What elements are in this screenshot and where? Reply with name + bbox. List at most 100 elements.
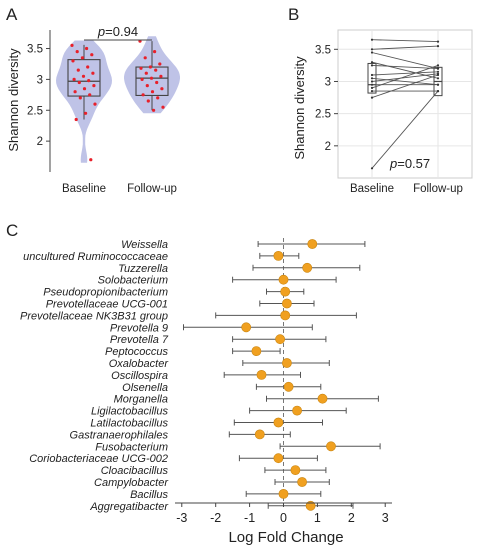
fold-change-point [275,334,285,345]
taxon-label: Coriobacteriaceae UCG-002 [29,453,168,465]
taxon-label: Ligilactobacillus [91,406,169,418]
paired-point-followup [436,73,440,77]
panel-b-plot-area [337,29,473,179]
data-point [158,62,162,66]
paired-line [371,45,439,50]
paired-point-baseline [370,51,374,54]
data-point [150,90,155,94]
x-tick-label: 1 [314,511,321,525]
data-point [71,59,75,63]
x-tick-label: -1 [244,511,255,525]
violin-follow-up [124,36,180,114]
paired-point-baseline [370,167,374,170]
panel-label-c: C [6,221,18,240]
forest-row: Prevotella 9 [110,322,313,334]
paired-point-baseline [370,96,374,99]
fold-change-point [307,239,318,249]
forest-row: Bacillus [130,489,322,501]
panel-a-points [70,39,165,162]
paired-point-baseline [370,64,374,67]
forest-row: Weissella [121,239,366,251]
data-point [146,99,150,103]
x-tick-label: -3 [176,511,187,525]
paired-point-followup [436,90,440,93]
data-point [149,76,154,80]
paired-point-baseline [370,77,374,80]
panel-c-x-axis-label: Log Fold Change [228,529,343,546]
y-tick-label: 2 [37,136,43,148]
data-point [80,56,84,60]
x-category-label: Follow-up [413,183,463,195]
fold-change-point [273,453,284,464]
panel-a-p-symbol: p [97,24,105,39]
data-point [88,93,92,97]
box-iqr [135,66,169,96]
paired-point-baseline [370,61,374,64]
x-tick-label: -2 [210,511,221,525]
data-point [153,50,157,54]
paired-line [371,61,439,79]
taxon-label: Olsenella [122,382,168,394]
paired-point-baseline [370,80,374,83]
panel-a-y-axis-label: Shannon diversity [6,48,21,152]
data-point [161,105,165,109]
data-point [81,74,86,78]
paired-point-baseline [370,83,374,86]
fold-change-point [256,369,267,380]
taxon-label: Prevotellaceae NK3B31 group [20,310,168,322]
forest-row: Latilactobacillus [90,418,323,430]
data-point [144,71,148,75]
data-point [85,46,89,51]
paired-line [371,90,439,169]
y-tick-label: 2.5 [27,105,43,117]
data-point [139,66,143,70]
paired-point-baseline [370,73,374,77]
fold-change-point [297,477,307,487]
fold-change-point [281,358,292,368]
data-point [74,117,78,122]
data-point [87,79,91,83]
paired-line [371,77,439,86]
paired-point-baseline [370,90,374,93]
paired-point-baseline [370,38,374,41]
data-point [154,68,158,72]
taxon-label: Solobacterium [98,275,168,287]
taxon-label: Bacillus [130,489,168,501]
taxon-label: Peptococcus [105,346,168,358]
forest-row: Solobacterium [98,275,337,287]
taxon-label: Fusobacterium [95,441,168,453]
paired-point-followup [436,83,440,86]
data-point [143,56,147,60]
fold-change-point [251,346,262,356]
paired-line [371,64,439,89]
fold-change-point [283,381,294,392]
panel-a-y-ticks: 2 2.5 3 3.5 [27,44,50,148]
y-tick-label: 2 [325,141,331,153]
fold-change-point [290,465,301,475]
taxon-label: Tuzzerella [118,263,168,275]
paired-point-baseline [370,86,374,89]
taxon-label: Cloacibacillus [101,465,169,477]
taxon-label: Prevotella 9 [110,322,168,334]
box-iqr [67,59,101,97]
paired-point-followup [436,67,440,70]
data-point [148,65,152,69]
fold-change-point [317,393,328,404]
paired-line [371,64,439,70]
data-point [141,93,145,97]
panel-b-x-categories: Baseline Follow-up [350,183,463,195]
forest-row: Oscillospira [111,369,301,382]
panel-a-boxes [67,41,169,120]
fold-change-point [254,429,265,440]
panel-b-p-text: =0.57 [397,156,430,171]
panel-b-p-symbol: p [389,156,397,171]
forest-row: Prevotellaceae NK3B31 group [20,310,357,322]
panel-b-paired-lines [370,38,440,170]
taxon-label: Oscillospira [111,370,168,382]
fold-change-point [280,310,291,321]
panel-a-chart: Shannon diversity 2 2.5 3 3.5 Baseline Follo… [6,24,180,195]
data-point [92,84,96,88]
y-tick-label: 3.5 [315,44,331,56]
fold-change-point [281,298,292,309]
forest-row: Oxalobacter [109,358,330,370]
